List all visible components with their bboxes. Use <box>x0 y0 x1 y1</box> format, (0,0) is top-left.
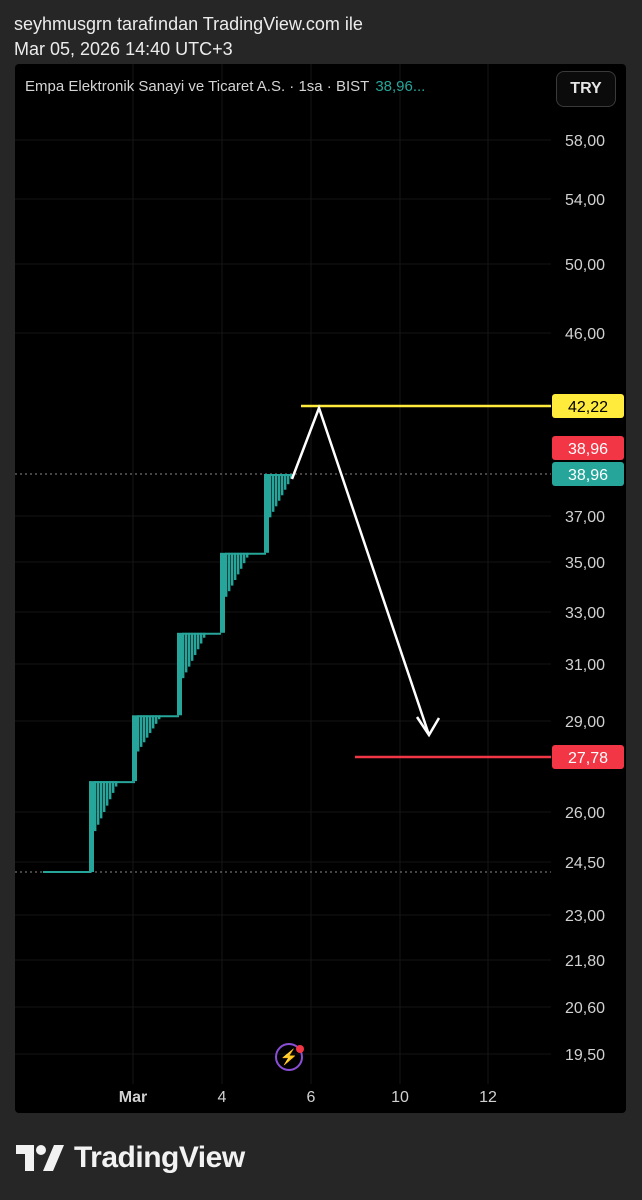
step-bar <box>177 632 182 716</box>
step-bar <box>100 781 103 819</box>
legend-last-price: 38,96... <box>375 78 426 95</box>
y-tick-label: 31,00 <box>565 657 605 674</box>
brand-name: TradingView <box>74 1141 245 1174</box>
x-tick-label: 10 <box>391 1089 409 1106</box>
step-bar <box>281 474 284 496</box>
step-bar <box>284 474 287 490</box>
y-tick-label: 33,00 <box>565 605 605 622</box>
y-tick-label: 37,00 <box>565 509 605 526</box>
step-bar <box>143 715 146 743</box>
price-label-text: 38,96 <box>568 441 608 458</box>
step-bar <box>152 715 155 729</box>
down-arrow-head <box>415 716 441 738</box>
step-bar <box>132 715 137 782</box>
price-label-box <box>552 436 624 460</box>
tradingview-logo-icon <box>16 1145 64 1171</box>
step-bar <box>237 552 240 575</box>
step-bar <box>203 632 206 638</box>
step-bar <box>109 781 112 800</box>
y-tick-label: 21,80 <box>565 953 605 970</box>
down-arrow-line <box>290 404 431 736</box>
step-bar <box>89 781 94 872</box>
step-bar <box>290 474 293 479</box>
price-label-text: 38,96 <box>568 467 608 484</box>
x-tick-label: 4 <box>218 1089 227 1106</box>
symbol-name: Empa Elektronik Sanayi ve Ticaret A.S. ·… <box>25 78 370 95</box>
step-bar <box>240 552 243 569</box>
step-bar <box>220 552 225 633</box>
chart-panel[interactable]: 58,00 54,00 50,00 46,00 37,00 35,00 33,00 31,00… <box>15 64 626 1113</box>
step-bar <box>185 632 188 673</box>
price-label-box <box>552 394 624 418</box>
step-bar <box>287 474 290 485</box>
step-bar <box>182 632 185 679</box>
step-bar <box>103 781 106 813</box>
step-bar <box>234 552 237 580</box>
step-bar <box>272 474 275 512</box>
timestamp-line: Mar 05, 2026 14:40 UTC+3 <box>14 39 233 59</box>
step-bar <box>140 715 143 747</box>
x-tick-label: Mar <box>119 1089 147 1106</box>
step-bar <box>137 715 140 752</box>
price-label-box <box>552 462 624 486</box>
y-tick-label: 26,00 <box>565 805 605 822</box>
price-label-text: 27,78 <box>568 750 608 767</box>
step-bar <box>231 552 234 586</box>
currency-button[interactable]: TRY <box>556 71 616 107</box>
y-tick-label: 24,50 <box>565 855 605 872</box>
y-tick-label: 50,00 <box>565 257 605 274</box>
price-label-text: 42,22 <box>568 399 608 416</box>
x-tick-label: 6 <box>307 1089 316 1106</box>
step-bar <box>225 552 228 597</box>
step-bar <box>278 474 281 501</box>
step-bar <box>246 552 249 558</box>
step-bar <box>155 715 158 724</box>
notification-dot <box>296 1045 304 1053</box>
lightning-icon[interactable]: ⚡ <box>275 1043 303 1071</box>
y-tick-label: 23,00 <box>565 908 605 925</box>
tradingview-logo: TradingView <box>16 1140 245 1176</box>
y-tick-label: 58,00 <box>565 133 605 150</box>
step-bar <box>200 632 203 644</box>
step-bar <box>97 781 100 825</box>
step-bar <box>106 781 109 806</box>
step-bar <box>194 632 197 656</box>
step-bar <box>191 632 194 661</box>
y-tick-label: 20,60 <box>565 1000 605 1017</box>
y-tick-label: 46,00 <box>565 326 605 343</box>
y-tick-label: 19,50 <box>565 1047 605 1064</box>
step-bar <box>188 632 191 667</box>
y-tick-label: 29,00 <box>565 714 605 731</box>
y-tick-label: 35,00 <box>565 555 605 572</box>
price-chart[interactable]: 58,00 54,00 50,00 46,00 37,00 35,00 33,00 31,00… <box>15 64 626 1113</box>
step-bar <box>243 552 246 564</box>
y-tick-label: 54,00 <box>565 192 605 209</box>
step-bar <box>269 474 272 518</box>
symbol-legend: Empa Elektronik Sanayi ve Ticaret A.S. ·… <box>25 78 425 95</box>
price-label-box <box>552 745 624 769</box>
step-bar <box>146 715 149 738</box>
author-line: seyhmusgrn tarafından TradingView.com il… <box>14 14 363 34</box>
step-bar <box>115 781 118 787</box>
step-bar <box>94 781 97 832</box>
step-bar <box>264 474 269 553</box>
step-bar <box>228 552 231 592</box>
step-bar <box>112 781 115 793</box>
x-tick-label: 12 <box>479 1089 497 1106</box>
step-bar <box>149 715 152 734</box>
step-bar <box>197 632 200 650</box>
step-bar <box>275 474 278 507</box>
